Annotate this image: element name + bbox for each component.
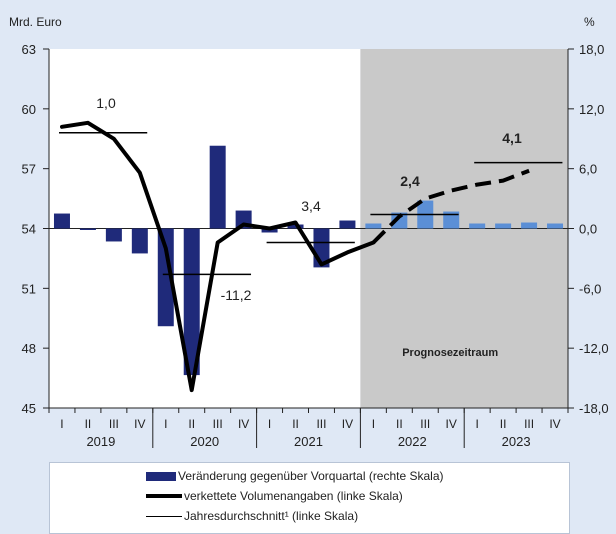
bar xyxy=(209,145,226,229)
left-tick-label: 60 xyxy=(22,102,36,117)
average-label: 3,4 xyxy=(301,198,321,214)
bar xyxy=(287,224,304,229)
bar xyxy=(131,228,148,254)
forecast-label: Prognosezeitraum xyxy=(402,347,498,359)
quarter-label: IV xyxy=(446,417,457,431)
quarter-label: II xyxy=(85,417,92,431)
legend-label-average: Jahresdurchschnitt¹ (linke Skala) xyxy=(184,509,359,523)
bar xyxy=(547,223,564,229)
left-tick-label: 63 xyxy=(22,42,36,57)
right-tick-label: -18,0 xyxy=(579,401,609,416)
bar xyxy=(79,228,96,230)
legend-item-average: Jahresdurchschnitt¹ (linke Skala) xyxy=(146,507,358,525)
quarter-label: I xyxy=(60,417,63,431)
quarter-label: IV xyxy=(238,417,249,431)
quarter-label: IV xyxy=(134,417,145,431)
legend-item-bars: Veränderung gegenüber Vorquartal (rechte… xyxy=(146,467,444,485)
year-label: 2019 xyxy=(86,434,115,449)
chart-svg: Prognosezeitraum Mrd. Euro % 45 48 51 54 57 60 63… xyxy=(9,15,609,449)
bar xyxy=(443,211,460,229)
quarter-label: I xyxy=(268,417,271,431)
legend-label-bars: Veränderung gegenüber Vorquartal (rechte… xyxy=(178,469,444,483)
volume-line xyxy=(60,120,376,393)
left-axis-unit: Mrd. Euro xyxy=(9,15,62,29)
legend-key-bars xyxy=(146,471,176,481)
right-tick-label: -6,0 xyxy=(579,281,601,296)
right-tick-label: 6,0 xyxy=(579,162,597,177)
volume-line-forecast xyxy=(371,168,530,244)
quarter-label: I xyxy=(476,417,479,431)
year-label: 2023 xyxy=(502,434,531,449)
legend-item-line: verkettete Volumenangaben (linke Skala) xyxy=(146,487,403,505)
legend-key-line xyxy=(146,494,182,498)
right-tick-label: -12,0 xyxy=(579,341,609,356)
year-label: 2021 xyxy=(294,434,323,449)
quarter-label: II xyxy=(292,417,299,431)
bar xyxy=(53,213,70,229)
right-tick-label: 0,0 xyxy=(579,222,597,237)
average-label: 2,4 xyxy=(400,173,420,189)
quarter-label: III xyxy=(109,417,119,431)
average-label: 4,1 xyxy=(502,130,522,146)
bar xyxy=(365,223,382,229)
legend-label-line: verkettete Volumenangaben (linke Skala) xyxy=(184,489,403,503)
right-tick-label: 18,0 xyxy=(579,42,604,57)
chart: Prognosezeitraum Mrd. Euro% 45 48 51 54 57 60 63… xyxy=(9,15,609,534)
quarter-label: IV xyxy=(549,417,560,431)
left-tick-label: 48 xyxy=(22,341,36,356)
quarter-label: III xyxy=(213,417,223,431)
quarter-label: III xyxy=(420,417,430,431)
average-label: 1,0 xyxy=(96,95,116,111)
bar xyxy=(391,212,408,229)
bar xyxy=(521,222,538,229)
legend-key-average xyxy=(146,515,182,517)
bar xyxy=(469,223,486,229)
quarter-label: IV xyxy=(342,417,353,431)
left-tick-label: 51 xyxy=(22,281,36,296)
bar xyxy=(157,228,174,327)
bar xyxy=(183,228,200,376)
quarter-label: III xyxy=(524,417,534,431)
right-axis-unit: % xyxy=(584,15,595,29)
quarter-label: III xyxy=(316,417,326,431)
left-tick-label: 54 xyxy=(22,222,36,237)
bar xyxy=(495,223,512,229)
left-tick-label: 57 xyxy=(22,162,36,177)
year-label: 2020 xyxy=(190,434,219,449)
right-tick-label: 12,0 xyxy=(579,102,604,117)
left-tick-label: 45 xyxy=(22,401,36,416)
bar xyxy=(339,220,356,229)
year-label: 2022 xyxy=(398,434,427,449)
legend: Veränderung gegenüber Vorquartal (rechte… xyxy=(49,462,570,534)
quarter-label: II xyxy=(396,417,403,431)
quarter-label: I xyxy=(164,417,167,431)
average-label: -11,2 xyxy=(221,287,252,303)
quarter-label: I xyxy=(372,417,375,431)
bar xyxy=(105,228,122,242)
quarter-label: II xyxy=(500,417,507,431)
quarter-label: II xyxy=(188,417,195,431)
